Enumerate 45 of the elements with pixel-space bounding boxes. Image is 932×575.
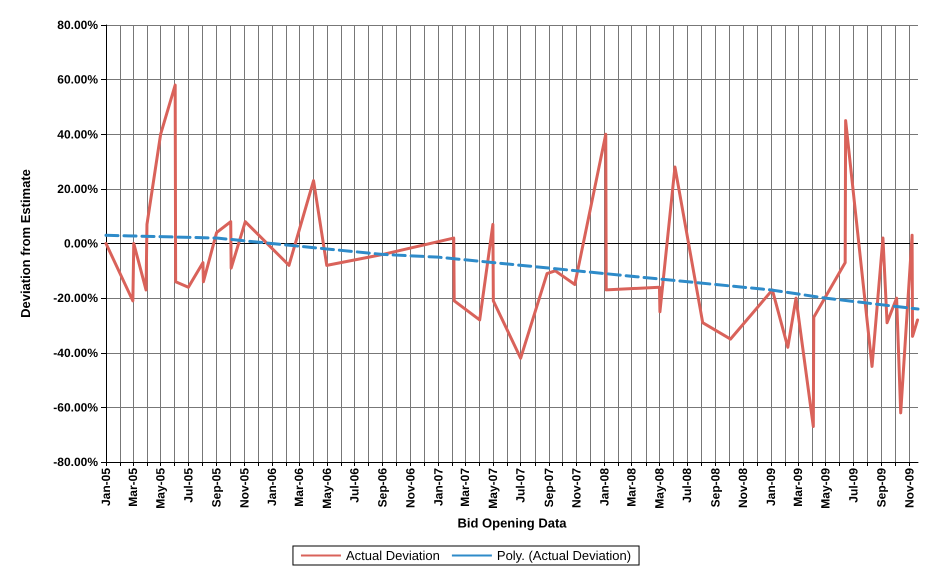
x-tick-label: Nov-09 <box>902 468 916 508</box>
line-series <box>104 84 920 428</box>
y-tick-label: -20.00% <box>53 291 98 306</box>
x-tick-label: Jul-07 <box>514 468 528 503</box>
x-tick-label: Sep-09 <box>874 468 889 508</box>
x-tick-label: Sep-06 <box>376 468 390 508</box>
x-tick-label: May-06 <box>320 468 334 509</box>
y-tick-label: -40.00% <box>53 346 98 360</box>
x-tick-label: Mar-08 <box>624 468 639 507</box>
x-tick-label: Jul-09 <box>846 468 860 503</box>
x-tick-label: Nov-06 <box>404 468 418 508</box>
x-tick-label: Jan-06 <box>265 468 280 506</box>
x-tick-label: Nov-07 <box>570 468 584 508</box>
y-tick-label: 0.00% <box>64 236 98 250</box>
y-tick-label: 40.00% <box>57 127 98 142</box>
legend-label: Poly. (Actual Deviation) <box>496 548 632 563</box>
y-tick-label: 20.00% <box>57 182 98 196</box>
x-tick-label: Nov-08 <box>736 468 750 508</box>
x-tick-label: May-08 <box>652 468 666 509</box>
x-tick-label: Sep-05 <box>210 468 224 508</box>
x-tick-label: Jul-05 <box>181 468 196 503</box>
y-axis-title: Deviation from Estimate <box>18 169 33 318</box>
x-tick-label: Jul-06 <box>348 468 362 503</box>
x-tick-label: Mar-05 <box>126 468 140 507</box>
x-tick-label: May-07 <box>486 468 500 509</box>
legend-label: Actual Deviation <box>346 548 440 563</box>
x-axis-title: Bid Opening Data <box>457 516 568 531</box>
x-tick-label: Mar-07 <box>458 468 472 507</box>
x-tick-label: Mar-09 <box>790 468 805 507</box>
y-tick-label: -60.00% <box>53 400 98 414</box>
x-tick-label: Jul-08 <box>680 468 694 503</box>
x-tick-label: Jan-05 <box>99 468 113 506</box>
x-tick-label: Sep-07 <box>542 468 556 508</box>
x-tick-label: Jan-08 <box>597 468 612 506</box>
x-tick-label: Sep-08 <box>708 468 722 508</box>
y-tick-label: -80.00% <box>53 455 98 469</box>
y-tick-label: 60.00% <box>57 72 98 87</box>
line-series <box>104 234 920 311</box>
x-tick-label: Jan-09 <box>764 468 778 506</box>
x-tick-label: Jan-07 <box>431 468 446 506</box>
y-tick-label: 80.00% <box>57 18 98 32</box>
x-tick-label: Nov-05 <box>237 468 252 508</box>
x-tick-label: May-09 <box>818 468 833 509</box>
x-tick-label: May-05 <box>154 468 168 509</box>
x-tick-label: Mar-06 <box>292 468 306 507</box>
